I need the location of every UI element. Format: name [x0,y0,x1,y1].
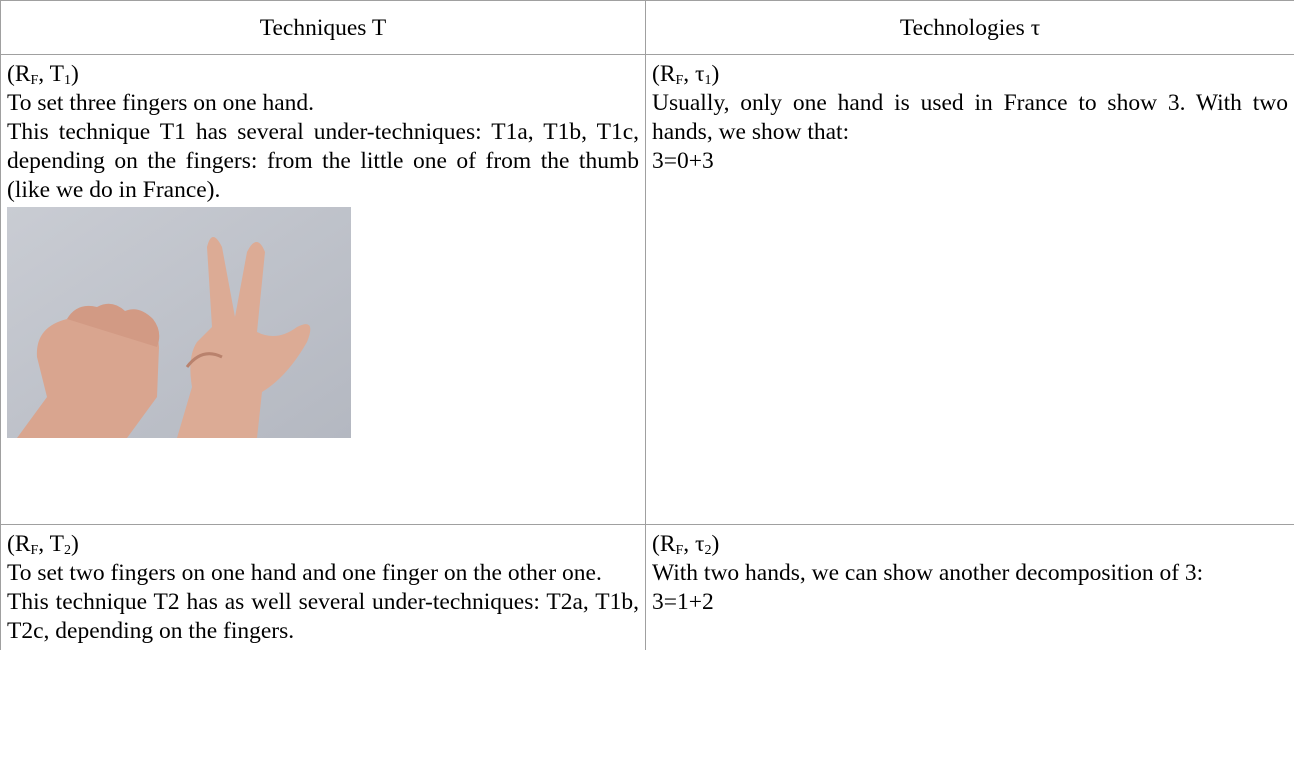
label-text: (R [652,61,676,87]
cell-label: (RF, τ2) [652,530,1288,559]
subscript: 1 [704,73,712,88]
cell: (RF, T2) To set two fingers on one hand a… [0,524,646,650]
label-text: (R [652,531,676,557]
cell: (RF, τ2) With two hands, we can show anot… [645,524,1294,650]
header-cell: Techniques T [0,0,646,55]
cell-label: (RF, T1) [7,60,639,89]
cell: (RF, T1) To set three fingers on one hand… [0,54,646,525]
header-row: Techniques T Technologies τ [0,0,1294,55]
cell-label: (RF, T2) [7,530,639,559]
subscript: F [30,543,39,558]
paragraph: This technique T1 has several under-tech… [7,119,639,203]
label-text: , T [38,531,64,557]
paragraph: 3=1+2 [652,589,714,615]
label-text: (R [7,531,31,557]
label-text: , T [38,61,64,87]
subscript: F [675,543,684,558]
paragraph: This technique T2 has as well several un… [7,589,639,644]
paragraph: Usually, only one hand is used in France… [652,90,1288,145]
cell: (RF, τ1) Usually, only one hand is used i… [645,54,1294,525]
hands-photo [7,207,351,438]
label-text: ) [70,61,79,87]
row: (RF, T2) To set two fingers on one hand a… [0,524,1294,650]
label-text: ) [711,61,720,87]
label-text: , τ [683,531,705,557]
technique-table: Techniques T Technologies τ (RF, T1) To s… [0,0,1294,650]
paragraph: 3=0+3 [652,148,714,174]
subscript: F [30,73,39,88]
paragraph: With two hands, we can show another deco… [652,560,1204,586]
subscript: 2 [704,543,712,558]
cell-label: (RF, τ1) [652,60,1288,89]
subscript: F [675,73,684,88]
label-text: , τ [683,61,705,87]
subscript: 2 [63,543,71,558]
subscript: 1 [63,73,71,88]
paragraph: To set two fingers on one hand and one f… [7,560,602,586]
paragraph: To set three fingers on one hand. [7,90,315,116]
label-text: (R [7,61,31,87]
header-cell: Technologies τ [645,0,1294,55]
row: (RF, T1) To set three fingers on one hand… [0,54,1294,525]
label-text: ) [711,531,720,557]
label-text: ) [70,531,79,557]
